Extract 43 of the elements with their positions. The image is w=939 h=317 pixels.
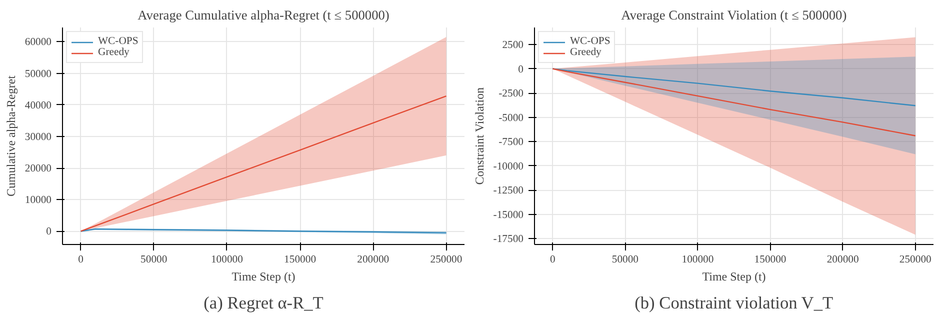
y-tick-label: 60000	[24, 37, 52, 48]
text: (a) Regret α-R_T	[204, 294, 324, 312]
line-series	[552, 68, 916, 106]
y-tick-label: 40000	[24, 100, 52, 112]
y-tick-label: -15000	[493, 210, 524, 221]
x-tick-label: 0	[550, 254, 556, 266]
x-axis-title: Time Step (t)	[232, 270, 296, 284]
chart-title: Average Cumulative alpha-Regret (t ≤ 500000)	[138, 8, 390, 22]
line-series	[552, 68, 916, 136]
y-tick-label: -12500	[493, 186, 524, 197]
chart-title: Average Constraint Violation (t ≤ 500000)	[621, 8, 847, 22]
legend-label: Greedy	[98, 47, 130, 58]
x-tick-label: 250000	[430, 254, 462, 266]
y-tick-label: -7500	[498, 137, 524, 148]
y-tick-label: 2500	[502, 40, 524, 51]
y-tick-label: 10000	[24, 195, 52, 206]
y-axis-title: Constraint Violation	[472, 87, 486, 185]
x-tick-label: 200000	[357, 254, 390, 266]
y-tick-label: -5000	[498, 112, 524, 124]
legend-label: WC-OPS	[98, 36, 138, 47]
y-tick-label: -10000	[493, 161, 524, 172]
y-tick-label: 50000	[24, 68, 52, 80]
y-tick-label: -2500	[498, 88, 524, 100]
y-tick-label: 0	[518, 64, 524, 76]
x-tick-label: 50000	[612, 254, 638, 266]
y-tick-label: 30000	[24, 132, 52, 143]
y-tick-label: -17500	[493, 234, 524, 246]
x-tick-label: 50000	[140, 254, 168, 266]
x-tick-label: 150000	[754, 254, 786, 266]
legend-label: Greedy	[570, 47, 602, 58]
x-tick-label: 200000	[826, 254, 859, 266]
line-series	[80, 95, 447, 232]
x-axis-title: Time Step (t)	[702, 270, 766, 284]
x-tick-label: 150000	[284, 254, 316, 266]
y-tick-label: 0	[46, 226, 52, 238]
legend-label: WC-OPS	[570, 36, 610, 47]
x-tick-label: 250000	[899, 254, 932, 266]
y-axis-title: Cumulative alpha-Regret	[4, 74, 18, 196]
y-tick-label: 20000	[24, 164, 52, 175]
x-tick-label: 100000	[210, 254, 243, 266]
text: (b) Constraint violation V_T	[634, 294, 834, 312]
x-tick-label: 0	[78, 254, 84, 266]
x-tick-label: 100000	[682, 254, 714, 266]
